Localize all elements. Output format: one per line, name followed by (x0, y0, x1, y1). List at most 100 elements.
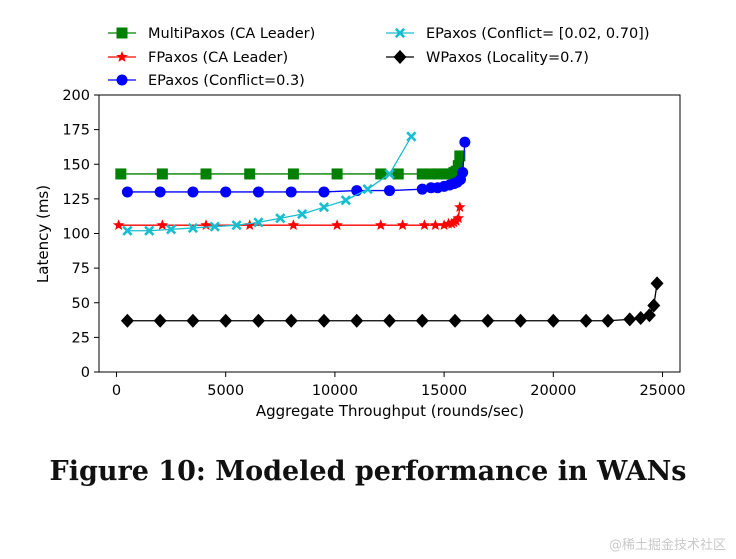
data-point (406, 131, 417, 142)
legend-label: EPaxos (Conflict= [0.02, 0.70]) (426, 26, 650, 42)
legend-marker (116, 74, 128, 86)
data-point (186, 313, 200, 328)
legend-label: EPaxos (Conflict=0.3) (148, 73, 305, 89)
y-tick-label: 50 (72, 296, 90, 312)
data-point (383, 313, 396, 328)
data-point (165, 224, 177, 235)
data-point (392, 168, 404, 180)
data-point (623, 312, 637, 327)
data-point (418, 219, 431, 231)
data-point (331, 219, 343, 231)
data-point (287, 219, 300, 231)
data-point (115, 168, 127, 180)
data-point (384, 185, 395, 197)
plot-frame (98, 94, 681, 373)
data-point (457, 167, 469, 179)
data-point (375, 168, 387, 180)
data-point (481, 313, 495, 328)
data-point (318, 202, 330, 213)
data-point (219, 313, 233, 328)
data-point (459, 136, 471, 148)
series-epaxos-conflict-0-3 (121, 136, 471, 198)
x-tick-label: 10000 (312, 383, 358, 399)
y-tick-label: 200 (62, 88, 90, 104)
data-point (642, 308, 656, 323)
data-point (231, 220, 242, 231)
data-point (187, 222, 199, 234)
data-point (156, 168, 168, 180)
legend-marker (116, 27, 128, 39)
data-point (297, 208, 308, 220)
series-line (127, 142, 466, 193)
y-tick-label: 0 (81, 365, 90, 381)
legend-label: WPaxos (Locality=0.7) (426, 50, 589, 66)
x-tick-label: 20000 (530, 383, 576, 399)
data-point (396, 219, 409, 231)
x-tick-label: 0 (112, 383, 121, 399)
data-point (253, 217, 264, 228)
data-point (154, 186, 166, 198)
data-point (317, 313, 331, 328)
data-point (318, 186, 330, 198)
data-point (454, 150, 466, 162)
series-fpaxos-ca-leader (112, 201, 466, 231)
legend-marker (116, 51, 128, 62)
data-point (156, 219, 169, 231)
data-point (284, 313, 298, 328)
data-point (200, 168, 212, 180)
y-tick-label: 125 (62, 192, 90, 208)
data-point (546, 313, 560, 328)
data-point (209, 221, 220, 232)
data-point (579, 313, 593, 328)
data-point (416, 168, 428, 180)
series-line (127, 136, 412, 232)
x-tick-label: 25000 (639, 383, 685, 399)
data-point (384, 168, 395, 180)
watermark: @稀土掘金技术社区 (608, 538, 726, 553)
legend-label: MultiPaxos (CA Leader) (148, 26, 315, 42)
data-point (362, 184, 373, 195)
data-point (647, 298, 661, 313)
data-point (650, 276, 664, 291)
legend-entry: WPaxos (Locality=0.7) (386, 50, 589, 66)
data-point (220, 186, 232, 198)
data-point (601, 313, 615, 328)
data-point (331, 168, 343, 180)
latency-throughput-chart: MultiPaxos (CA Leader) FPaxos (CA Leader)… (34, 26, 686, 420)
data-point (122, 225, 133, 236)
data-point (416, 183, 428, 195)
data-point (200, 219, 212, 231)
figure-caption: Figure 10: Modeled performance in WANs (49, 456, 687, 487)
legend-label: FPaxos (CA Leader) (148, 50, 288, 66)
series-wpaxos-locality-0-7 (120, 276, 664, 328)
series-multipaxos-ca-leader (115, 150, 466, 180)
y-tick-label: 25 (72, 330, 90, 346)
plot-area (112, 131, 664, 328)
data-point (448, 313, 462, 328)
legend-marker (394, 27, 406, 39)
data-point (350, 313, 364, 328)
y-tick-label: 100 (62, 227, 90, 243)
data-point (275, 213, 286, 224)
y-tick-label: 75 (72, 261, 90, 277)
legend-entry: FPaxos (CA Leader) (108, 50, 288, 66)
data-point (144, 225, 155, 236)
series-epaxos-conflict-0-02-0-70 (122, 131, 417, 236)
y-axis-label: Latency (ms) (34, 185, 52, 283)
legend-marker (393, 50, 407, 64)
x-axis-label: Aggregate Throughput (rounds/sec) (256, 402, 524, 420)
data-point (285, 186, 297, 198)
data-point (438, 219, 450, 231)
series-line (127, 283, 658, 322)
legend-entry: EPaxos (Conflict=0.3) (108, 73, 305, 89)
data-point (375, 219, 387, 231)
data-point (452, 160, 464, 172)
data-point (251, 313, 265, 328)
legend-entry: MultiPaxos (CA Leader) (108, 26, 315, 42)
data-point (153, 313, 167, 328)
y-tick-label: 150 (62, 157, 90, 173)
data-point (187, 186, 199, 198)
legend: MultiPaxos (CA Leader) FPaxos (CA Leader)… (108, 26, 650, 89)
y-tick-label: 175 (62, 123, 90, 139)
data-point (514, 313, 528, 328)
